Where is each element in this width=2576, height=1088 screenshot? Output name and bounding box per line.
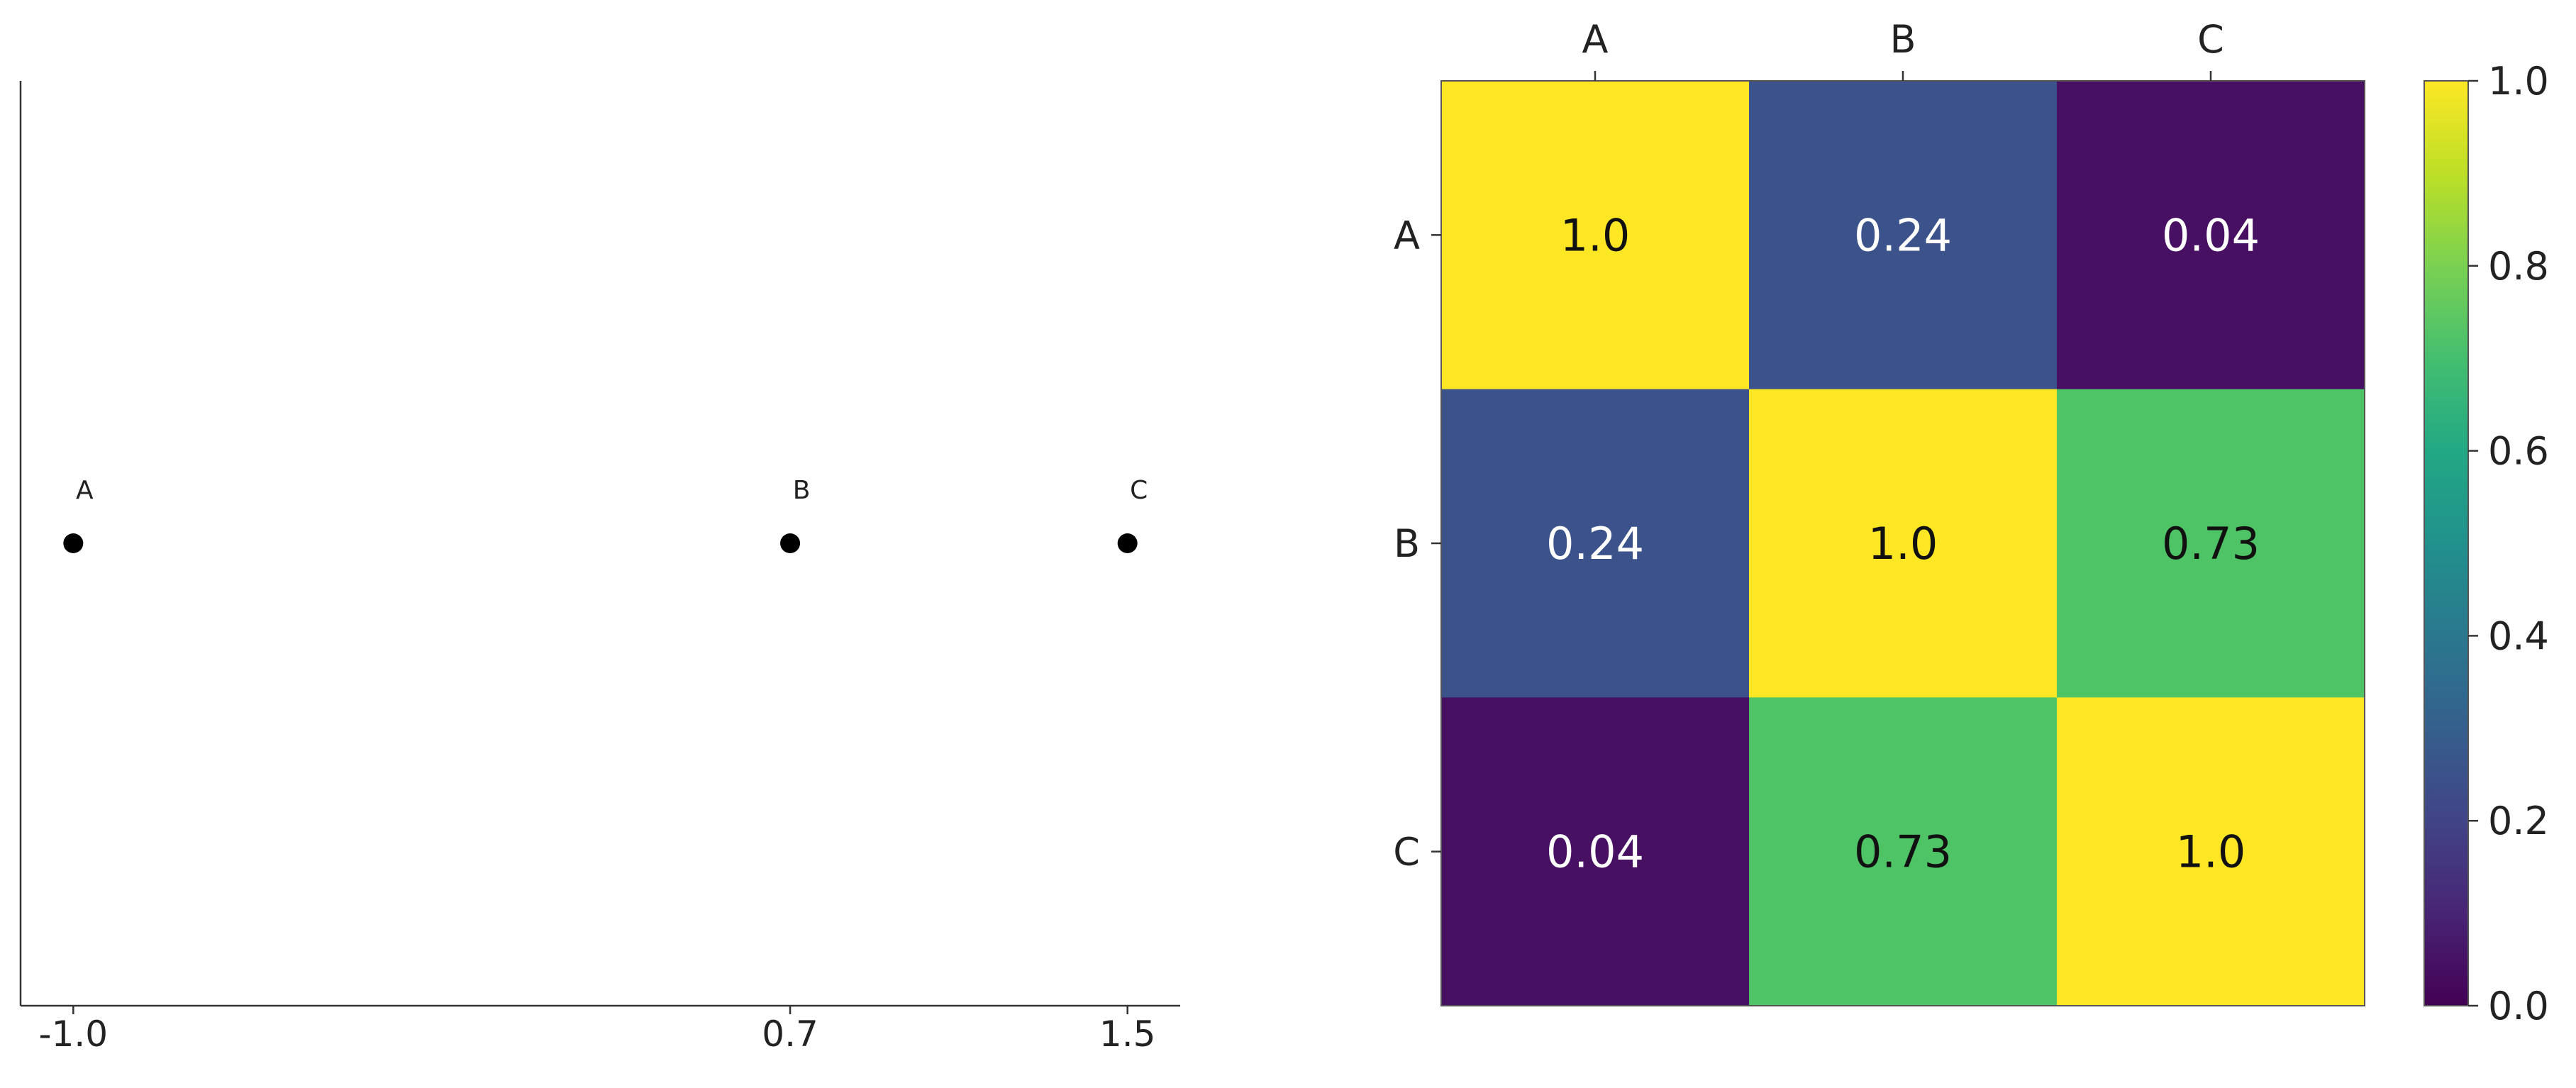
scatter-point [63, 533, 84, 553]
scatter-panel: A B C -1.0 0.7 1.5 [19, 81, 1180, 1055]
heatmap-cell-value: 0.24 [1854, 209, 1952, 261]
colorbar: 0.0 0.2 0.4 0.6 0.8 1.0 [2424, 59, 2549, 1028]
scatter-point-label: C [1130, 476, 1148, 505]
scatter-xtick-label: 0.7 [762, 1014, 818, 1055]
heatmap-cell-value: 1.0 [1560, 209, 1631, 261]
heatmap-cell [1441, 389, 1750, 698]
heatmap-cell-value: 0.73 [2162, 518, 2260, 570]
heatmap-col-ticks: A B C [1582, 17, 2224, 81]
heatmap-col-label: A [1582, 17, 1609, 62]
heatmap-cell [1441, 81, 1750, 390]
heatmap-cell-value: 0.24 [1546, 518, 1644, 570]
heatmap-cell [1749, 389, 2058, 698]
scatter-xtick-label: -1.0 [39, 1014, 109, 1055]
heatmap-cell-value: 0.73 [1854, 826, 1952, 878]
heatmap-cell [1441, 697, 1750, 1006]
scatter-points: A B C [63, 476, 1148, 553]
heatmap-cell [2057, 389, 2365, 698]
heatmap-cell [2057, 697, 2365, 1006]
heatmap-col-label: B [1889, 17, 1916, 62]
colorbar-tick-label: 0.2 [2488, 799, 2549, 843]
heatmap-cell-value: 0.04 [1546, 826, 1644, 878]
heatmap-col-label: C [2197, 17, 2224, 62]
colorbar-tick-label: 0.6 [2488, 429, 2549, 474]
heatmap-cell [1749, 697, 2058, 1006]
heatmap-row-label: C [1393, 830, 1420, 875]
heatmap-cell-value: 1.0 [2176, 826, 2246, 878]
heatmap-cell [1749, 81, 2058, 390]
heatmap-panel: 1.0 0.24 0.04 0.24 1.0 0.73 0.04 0.73 1.0 A B C A B… [1393, 17, 2365, 1006]
colorbar-tick-label: 0.8 [2488, 244, 2549, 289]
colorbar-tick-label: 1.0 [2488, 59, 2549, 104]
scatter-point [780, 533, 801, 553]
colorbar-gradient [2424, 80, 2469, 1006]
heatmap-row-label: B [1394, 521, 1420, 566]
colorbar-ticks: 0.0 0.2 0.4 0.6 0.8 1.0 [2468, 59, 2549, 1028]
colorbar-tick-label: 0.0 [2488, 984, 2549, 1028]
scatter-point-label: A [76, 476, 94, 505]
scatter-point-label: B [793, 476, 811, 505]
heatmap-cells: 1.0 0.24 0.04 0.24 1.0 0.73 0.04 0.73 1.0 [1441, 81, 2365, 1006]
colorbar-tick-label: 0.4 [2488, 614, 2549, 658]
scatter-xtick-label: 1.5 [1099, 1014, 1156, 1055]
heatmap-row-ticks: A B C [1393, 213, 1441, 875]
scatter-point [1117, 533, 1138, 553]
heatmap-cell-value: 1.0 [1868, 518, 1938, 570]
heatmap-cell-value: 0.04 [2162, 209, 2260, 261]
scatter-xticks: -1.0 0.7 1.5 [39, 1006, 1156, 1055]
heatmap-cell [2057, 81, 2365, 390]
heatmap-row-label: A [1394, 213, 1420, 257]
